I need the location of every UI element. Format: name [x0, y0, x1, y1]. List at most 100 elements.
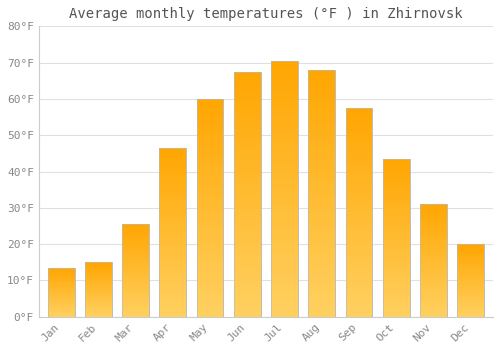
Bar [458, 251, 484, 253]
Bar [383, 225, 409, 228]
Bar [48, 281, 74, 282]
Bar [234, 278, 260, 282]
Bar [196, 251, 224, 256]
Bar [234, 170, 260, 175]
Bar [196, 112, 224, 116]
Bar [308, 243, 335, 248]
Bar [458, 259, 484, 260]
Bar [122, 230, 149, 232]
Bar [420, 272, 447, 274]
Bar [458, 263, 484, 265]
Bar [383, 257, 409, 260]
Bar [271, 91, 298, 97]
Bar [234, 248, 260, 253]
Bar [122, 285, 149, 287]
Bar [122, 243, 149, 245]
Bar [160, 216, 186, 219]
Bar [48, 297, 74, 298]
Bar [160, 155, 186, 158]
Bar [48, 273, 74, 274]
Bar [271, 148, 298, 153]
Bar [122, 248, 149, 250]
Bar [234, 204, 260, 209]
Bar [48, 291, 74, 292]
Bar [458, 309, 484, 311]
Bar [271, 153, 298, 158]
Bar [383, 190, 409, 194]
Bar [122, 295, 149, 296]
Bar [308, 70, 335, 317]
Bar [234, 145, 260, 150]
Bar [234, 194, 260, 199]
Bar [420, 299, 447, 301]
Bar [122, 280, 149, 282]
Bar [160, 175, 186, 178]
Bar [48, 294, 74, 295]
Bar [85, 304, 112, 305]
Bar [48, 286, 74, 287]
Bar [196, 186, 224, 190]
Bar [160, 276, 186, 280]
Bar [383, 260, 409, 263]
Bar [458, 304, 484, 305]
Bar [160, 219, 186, 222]
Bar [48, 298, 74, 299]
Bar [234, 219, 260, 224]
Bar [420, 247, 447, 249]
Bar [458, 311, 484, 313]
Bar [160, 182, 186, 185]
Bar [48, 309, 74, 310]
Bar [234, 238, 260, 243]
Bar [308, 124, 335, 129]
Bar [346, 262, 372, 267]
Bar [271, 225, 298, 230]
Bar [85, 272, 112, 273]
Bar [271, 271, 298, 276]
Bar [85, 313, 112, 314]
Bar [196, 173, 224, 177]
Bar [346, 258, 372, 262]
Bar [383, 200, 409, 203]
Bar [420, 238, 447, 240]
Bar [122, 284, 149, 285]
Bar [383, 228, 409, 231]
Bar [122, 226, 149, 228]
Bar [346, 292, 372, 296]
Bar [234, 263, 260, 268]
Bar [85, 269, 112, 270]
Bar [308, 109, 335, 114]
Bar [85, 308, 112, 309]
Bar [346, 108, 372, 317]
Bar [308, 277, 335, 282]
Bar [383, 270, 409, 273]
Bar [234, 86, 260, 91]
Bar [271, 158, 298, 163]
Bar [234, 72, 260, 77]
Bar [346, 200, 372, 204]
Bar [458, 275, 484, 276]
Bar [420, 233, 447, 236]
Bar [458, 292, 484, 294]
Bar [271, 307, 298, 312]
Bar [458, 250, 484, 251]
Bar [383, 162, 409, 165]
Bar [346, 313, 372, 317]
Bar [271, 240, 298, 245]
Bar [346, 212, 372, 217]
Bar [85, 287, 112, 288]
Bar [346, 146, 372, 150]
Bar [196, 121, 224, 125]
Bar [122, 306, 149, 308]
Bar [271, 117, 298, 122]
Bar [234, 101, 260, 106]
Bar [85, 285, 112, 286]
Bar [122, 271, 149, 272]
Bar [85, 289, 112, 290]
Bar [383, 209, 409, 212]
Bar [85, 279, 112, 280]
Bar [196, 182, 224, 186]
Bar [383, 187, 409, 190]
Bar [458, 307, 484, 308]
Bar [122, 313, 149, 315]
Bar [458, 273, 484, 275]
